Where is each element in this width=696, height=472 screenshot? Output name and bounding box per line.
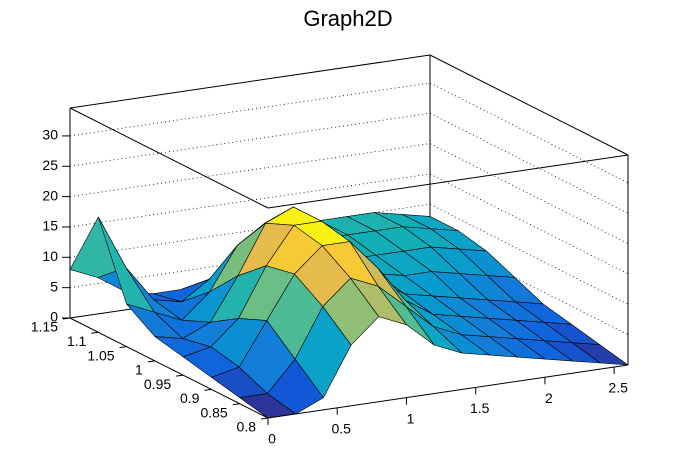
box-edge	[267, 154, 629, 209]
chart-title: Graph2D	[303, 6, 392, 31]
y-tick-label: 1.15	[31, 319, 58, 335]
x-tick-label: 2	[545, 390, 553, 406]
y-tick	[119, 346, 127, 349]
z-tick-label: 15	[42, 218, 58, 234]
y-tick-label: 0.95	[144, 376, 171, 392]
y-tick	[204, 388, 212, 391]
x-tick-label: 2.5	[608, 380, 628, 396]
z-tick-label: 10	[42, 248, 58, 264]
x-tick-label: 1.5	[470, 400, 490, 416]
y-axis	[69, 317, 269, 419]
y-tick-label: 0.85	[200, 404, 227, 420]
x-axis	[267, 364, 629, 419]
y-tick	[176, 374, 184, 377]
y-tick-label: 1	[135, 362, 143, 378]
y-tick-label: 0.8	[237, 419, 257, 435]
z-tick-label: 5	[50, 278, 58, 294]
z-tick-label: 25	[42, 157, 58, 173]
y-tick-label: 0.9	[180, 390, 200, 406]
y-tick	[147, 360, 155, 363]
y-tick-label: 1.1	[67, 333, 87, 349]
x-tick-label: 1	[407, 410, 415, 426]
y-tick	[62, 317, 71, 320]
y-tick	[91, 331, 99, 334]
box-edge	[69, 54, 431, 109]
z-tick-label: 30	[42, 127, 58, 143]
box-edge	[69, 107, 269, 209]
z-tick-label: 20	[42, 187, 58, 203]
box-edge	[429, 54, 629, 156]
y-tick	[260, 417, 269, 420]
y-tick	[232, 403, 240, 406]
x-tick-label: 0	[268, 431, 276, 447]
z-tick-label: 0	[50, 309, 58, 325]
y-tick-label: 1.05	[87, 347, 114, 363]
x-tick-label: 0.5	[331, 421, 351, 437]
